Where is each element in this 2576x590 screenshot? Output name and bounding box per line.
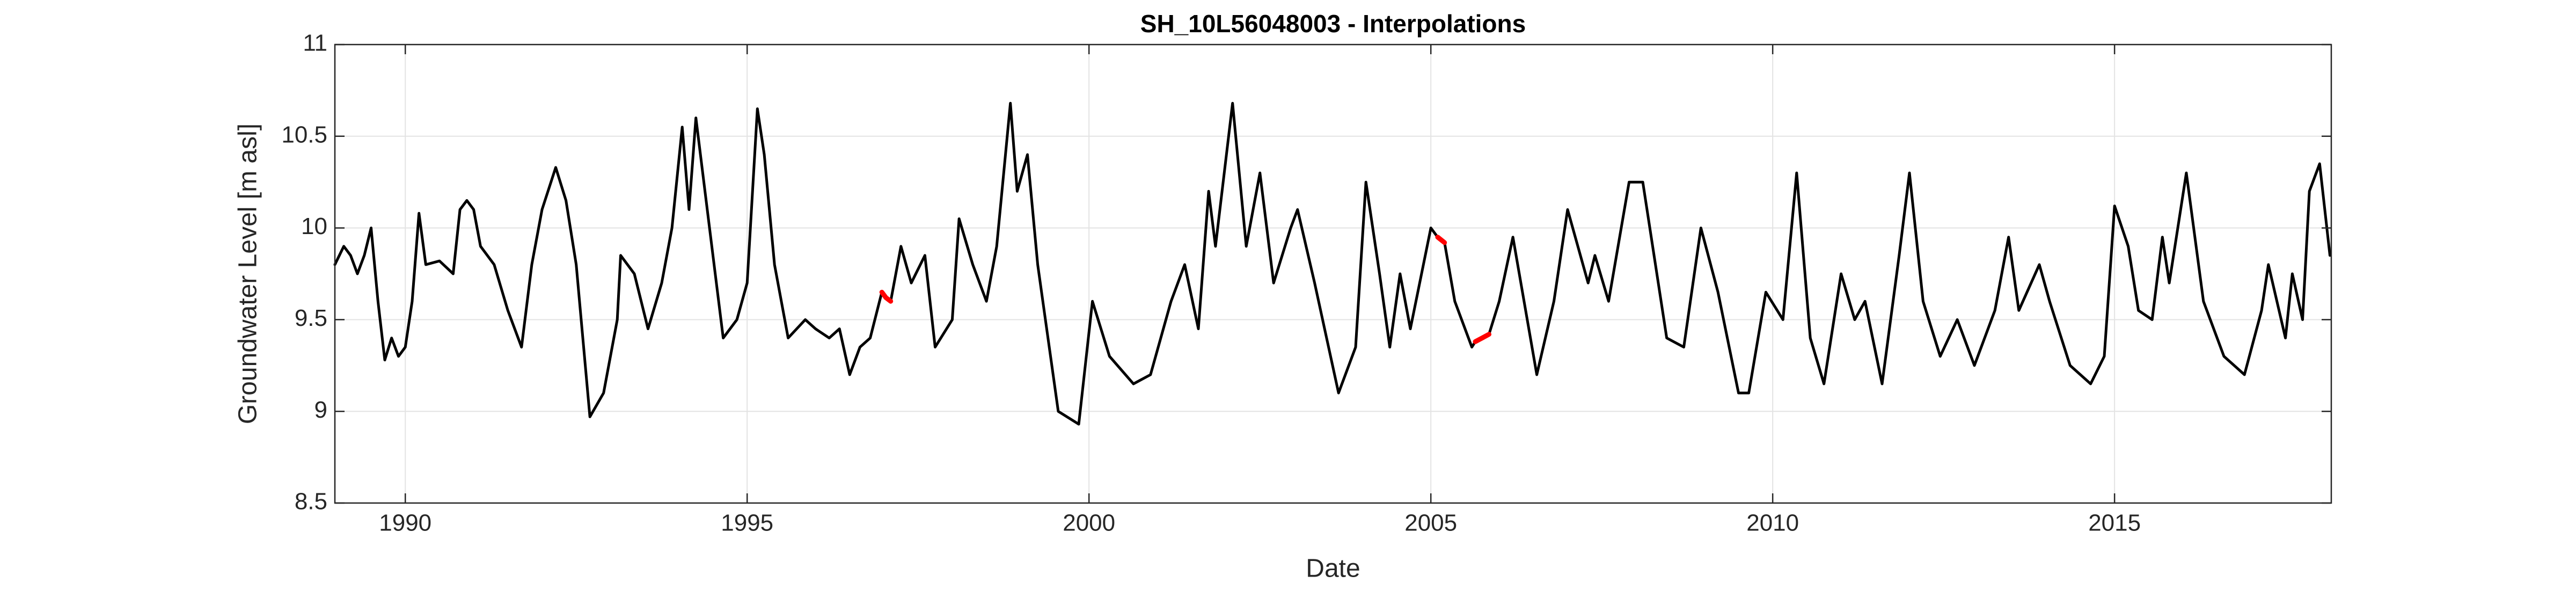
y-tick-label: 10 xyxy=(301,213,327,239)
data-line xyxy=(1435,235,1447,245)
y-tick-label: 10.5 xyxy=(281,121,327,148)
y-tick-label: 11 xyxy=(303,30,327,56)
plot-area xyxy=(335,45,2331,503)
chart-title: SH_10L56048003 - Interpolations xyxy=(1140,10,1526,38)
y-axis-label: Groundwater Level [m asl] xyxy=(234,123,262,424)
x-tick-label: 1995 xyxy=(721,510,773,536)
x-tick-label: 2005 xyxy=(1404,510,1457,536)
x-axis-label: Date xyxy=(1306,555,1360,583)
x-tick-label: 2000 xyxy=(1063,510,1115,536)
x-tick-label: 1990 xyxy=(379,510,431,536)
y-tick-label: 8.5 xyxy=(295,489,327,515)
x-tick-label: 2010 xyxy=(1746,510,1799,536)
plot-frame xyxy=(334,43,2332,504)
lines xyxy=(333,101,2331,426)
data-line xyxy=(333,101,2331,426)
y-tick-label: 9 xyxy=(314,397,327,423)
x-tick-label: 2015 xyxy=(2088,510,2141,536)
y-tick-label: 9.5 xyxy=(295,305,327,331)
data-line xyxy=(879,289,894,304)
data-line xyxy=(1473,332,1491,344)
